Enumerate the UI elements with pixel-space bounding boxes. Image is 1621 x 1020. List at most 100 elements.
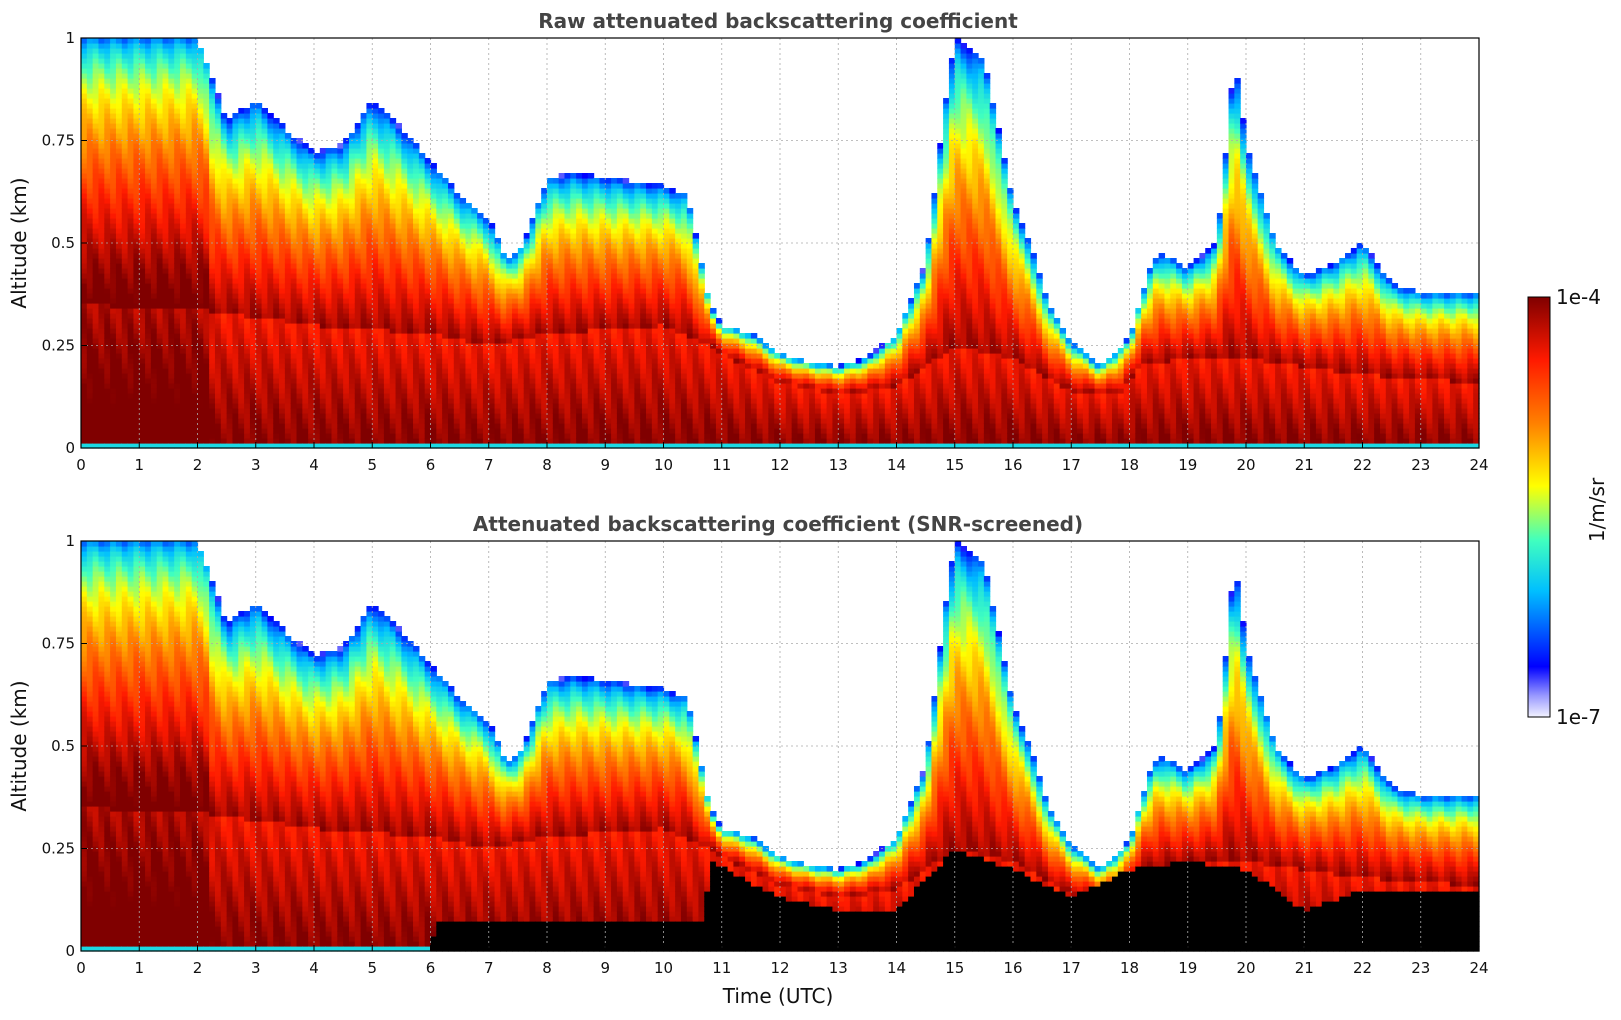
backscatter-cell [284, 188, 292, 194]
backscatter-cell [488, 328, 496, 334]
backscatter-cell [115, 183, 123, 189]
backscatter-cell [296, 353, 303, 359]
backscatter-cell [197, 158, 204, 164]
backscatter-cell [325, 233, 333, 239]
backscatter-cell [185, 243, 193, 249]
backscatter-cell [413, 288, 420, 294]
backscatter-cell [162, 343, 169, 349]
backscatter-cell [92, 358, 100, 364]
backscatter-cell [180, 373, 187, 379]
backscatter-cell [139, 198, 146, 204]
backscatter-cell [325, 288, 333, 294]
backscatter-cell [500, 293, 507, 299]
backscatter-cell [506, 428, 513, 434]
backscatter-cell [180, 38, 187, 44]
backscatter-cell [145, 318, 152, 324]
backscatter-cell [401, 313, 408, 319]
backscatter-cell [121, 228, 129, 234]
backscatter-cell [471, 323, 478, 329]
backscatter-cell [395, 383, 402, 389]
backscatter-cell [314, 258, 321, 264]
backscatter-cell [418, 258, 426, 264]
backscatter-cell [197, 403, 204, 409]
backscatter-cell [115, 393, 123, 399]
backscatter-cell [267, 338, 274, 344]
backscatter-cell [360, 278, 368, 284]
backscatter-cell [261, 148, 268, 154]
backscatter-cell [249, 208, 257, 214]
backscatter-cell [150, 283, 158, 289]
backscatter-cell [127, 263, 135, 269]
backscatter-cell [174, 153, 181, 159]
backscatter-cell [261, 383, 268, 389]
backscatter-cell [127, 128, 135, 134]
backscatter-cell [482, 313, 490, 319]
backscatter-cell [110, 303, 117, 309]
backscatter-cell [343, 393, 350, 399]
backscatter-cell [209, 378, 216, 384]
backscatter-cell [383, 428, 391, 434]
backscatter-cell [220, 178, 228, 184]
backscatter-cell [180, 138, 187, 144]
backscatter-cell [197, 318, 204, 324]
backscatter-cell [319, 223, 327, 229]
backscatter-cell [314, 218, 321, 224]
backscatter-cell [290, 223, 298, 229]
backscatter-cell [203, 218, 210, 224]
backscatter-cell [197, 308, 204, 314]
backscatter-cell [238, 398, 245, 404]
backscatter-cell [168, 288, 175, 294]
backscatter-cell [232, 353, 239, 359]
backscatter-cell [98, 363, 105, 369]
backscatter-cell [145, 253, 152, 259]
backscatter-cell [168, 178, 175, 184]
backscatter-cell [261, 143, 268, 149]
backscatter-cell [366, 248, 373, 254]
backscatter-cell [424, 183, 432, 189]
backscatter-cell [279, 168, 286, 174]
backscatter-cell [168, 153, 175, 159]
backscatter-cell [348, 383, 356, 389]
backscatter-cell [115, 213, 123, 219]
backscatter-cell [92, 113, 100, 119]
backscatter-cell [261, 208, 268, 214]
backscatter-cell [372, 373, 379, 379]
backscatter-cell [133, 443, 140, 449]
backscatter-cell [459, 203, 467, 209]
backscatter-cell [145, 298, 152, 304]
backscatter-cell [81, 333, 88, 339]
backscatter-cell [133, 358, 140, 364]
backscatter-cell [343, 173, 350, 179]
backscatter-cell [121, 118, 129, 124]
backscatter-cell [331, 338, 338, 344]
backscatter-cell [92, 38, 100, 44]
backscatter-cell [150, 208, 158, 214]
backscatter-cell [92, 78, 100, 84]
backscatter-cell [139, 128, 146, 134]
backscatter-cell [325, 158, 333, 164]
backscatter-cell [92, 98, 100, 104]
backscatter-cell [174, 198, 181, 204]
backscatter-cell [92, 318, 100, 324]
backscatter-cell [121, 218, 129, 224]
backscatter-cell [115, 188, 123, 194]
backscatter-cell [325, 373, 333, 379]
backscatter-cell [343, 213, 350, 219]
backscatter-cell [162, 148, 169, 154]
backscatter-cell [255, 323, 263, 329]
backscatter-cell [337, 218, 344, 224]
backscatter-cell [482, 283, 490, 289]
backscatter-cell [203, 238, 210, 244]
backscatter-cell [424, 188, 432, 194]
backscatter-cell [366, 378, 373, 384]
backscatter-cell [360, 443, 368, 449]
backscatter-cell [86, 383, 94, 389]
backscatter-cell [459, 253, 467, 259]
backscatter-cell [436, 268, 443, 274]
backscatter-cell [133, 203, 140, 209]
backscatter-cell [325, 423, 333, 429]
backscatter-cell [284, 168, 292, 174]
backscatter-cell [121, 178, 129, 184]
backscatter-cell [348, 253, 356, 259]
backscatter-cell [261, 153, 268, 159]
